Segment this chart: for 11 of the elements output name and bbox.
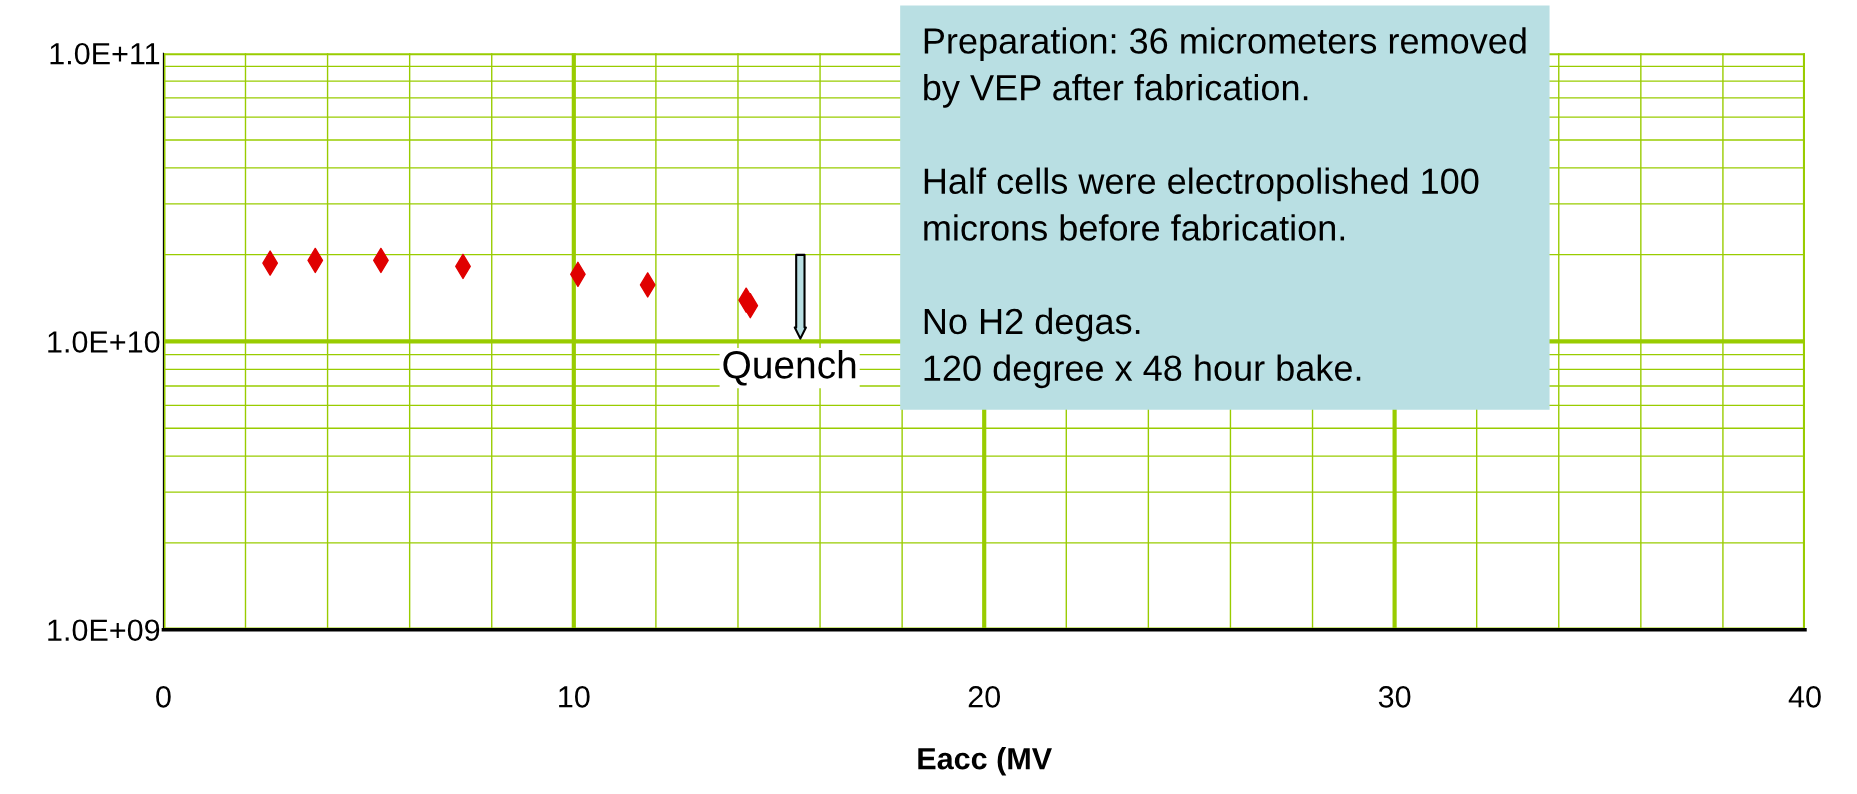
x-tick-label: 40 xyxy=(1788,686,1821,708)
text: Preparation: 36 micrometers removed by VEP after fabrication. Half cells were electropolished 100 microns before fabrication. No H2 degas. 120 degree x 48 hour bake. xyxy=(924,27,1526,389)
y-tick-label: 1.0E+11 xyxy=(50,42,160,65)
y-tick-label: 1.0E+09 xyxy=(48,619,160,642)
x-tick-label: 30 xyxy=(1378,686,1411,708)
x-tick-label: 10 xyxy=(559,686,590,708)
x-axis-title: Eacc (MV xyxy=(918,747,1052,776)
y-tick-label: 1.0E+10 xyxy=(48,331,160,353)
annotation: Quench xyxy=(723,350,856,386)
x-tick-label: 0 xyxy=(156,686,171,708)
x-tick-label: 20 xyxy=(968,686,1001,708)
